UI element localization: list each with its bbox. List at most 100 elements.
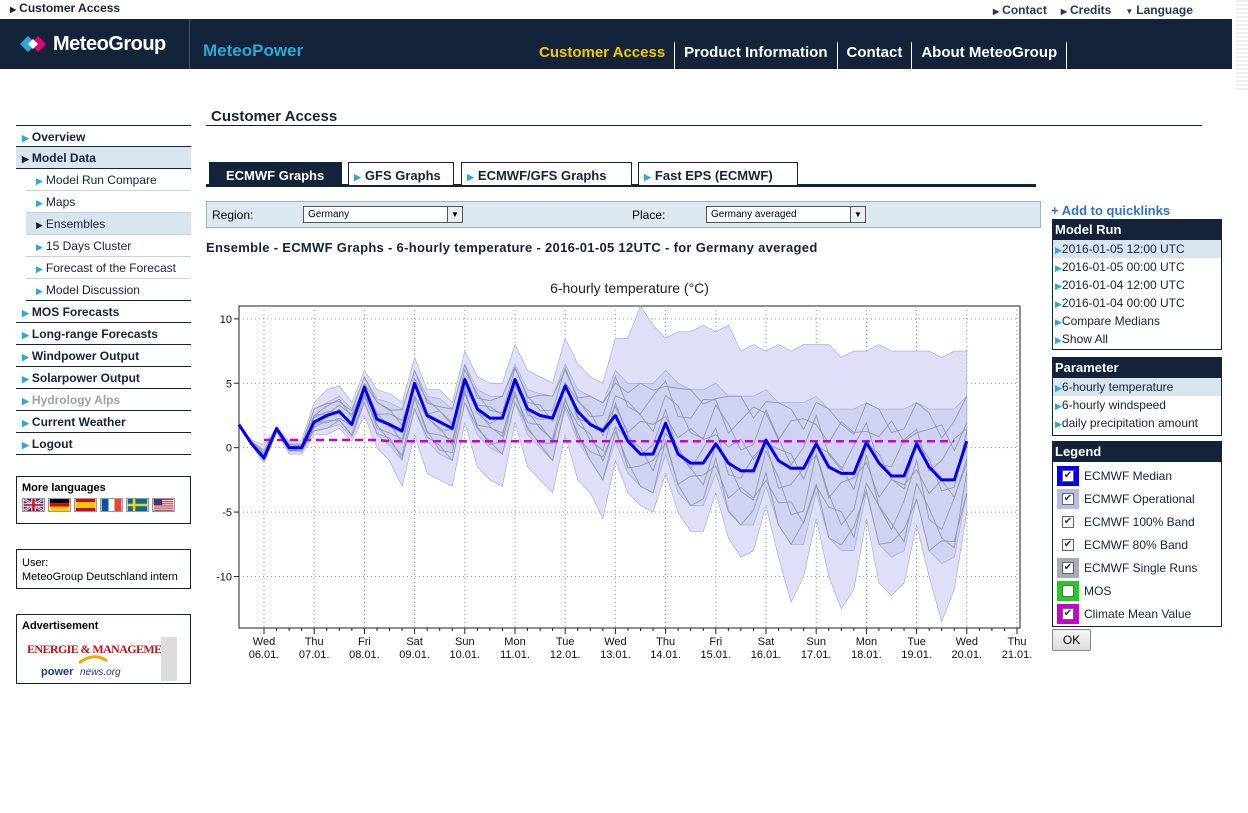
model-run-compare-medians[interactable]: ▶Compare Medians xyxy=(1055,314,1160,328)
model-run-2016-01-05-12-00-utc[interactable]: ▶2016-01-05 12:00 UTC xyxy=(1053,240,1221,258)
flag-sweden-icon[interactable] xyxy=(126,498,149,512)
chevron-down-icon: ▼ xyxy=(850,207,865,222)
top-link-language[interactable]: ▼ Language xyxy=(1125,3,1193,17)
x-tick-label-date: 09.01. xyxy=(399,649,430,661)
flag-usa-icon[interactable] xyxy=(152,498,175,512)
x-tick-label-date: 14.01. xyxy=(650,649,681,661)
x-tick-label-date: 06.01. xyxy=(249,649,280,661)
parameter-daily-precipitation-amount[interactable]: ▶daily precipitation amount xyxy=(1055,416,1198,430)
nav-about-meteogroup[interactable]: About MeteoGroup xyxy=(912,42,1068,69)
flag-spain-icon[interactable] xyxy=(74,498,97,512)
sidebar-item-model-run-compare[interactable]: ▶ Model Run Compare xyxy=(26,169,191,191)
sidebar-item-overview[interactable]: ▶ Overview xyxy=(16,125,191,147)
x-tick-label-date: 19.01. xyxy=(901,649,932,661)
parameter-6-hourly-temperature[interactable]: ▶6-hourly temperature xyxy=(1053,378,1221,396)
legend-swatch: ✔ xyxy=(1057,465,1079,486)
legend-item-climate-mean-value[interactable]: ✔ Climate Mean Value xyxy=(1053,602,1221,625)
chevron-down-icon: ▼ xyxy=(447,207,462,222)
svg-text:power: power xyxy=(41,666,74,678)
sidebar-item-windpower-output[interactable]: ▶ Windpower Output xyxy=(16,345,191,367)
ecmwf-median-line xyxy=(237,377,969,482)
climate-mean-line xyxy=(264,438,955,443)
y-tick-label: -10 xyxy=(216,571,232,583)
sidebar-item-solarpower-output[interactable]: ▶ Solarpower Output xyxy=(16,367,191,389)
sidebar-item-model-discussion[interactable]: ▶ Model Discussion xyxy=(26,279,191,301)
y-tick-label: 5 xyxy=(226,378,232,390)
graph-tabs: ECMWF Graphs ▶ GFS Graphs ▶ ECMWF/GFS Grap… xyxy=(206,162,1036,187)
top-link-contact[interactable]: ▶ Contact xyxy=(993,3,1047,17)
legend-item-ecmwf-80-band[interactable]: ✔ ECMWF 80% Band xyxy=(1053,533,1221,556)
legend-item-mos[interactable]: MOS xyxy=(1053,579,1221,602)
x-tick-label-day: Wed xyxy=(604,636,626,648)
triangle-right-icon: ▶ xyxy=(1055,401,1062,411)
sidebar-item-logout[interactable]: ▶ Logout xyxy=(16,433,191,455)
meteogroup-logo[interactable]: MeteoGroup xyxy=(0,19,190,69)
place-select[interactable]: Germany averaged ▼ xyxy=(706,206,866,223)
triangle-right-icon: ▶ xyxy=(1055,281,1062,291)
triangle-right-icon: ▶ xyxy=(22,374,29,384)
x-tick-label-day: Wed xyxy=(253,636,275,648)
nav-contact[interactable]: Contact xyxy=(838,42,913,69)
legend-swatch: ✔ xyxy=(1057,534,1079,555)
legend-item-ecmwf-median[interactable]: ✔ ECMWF Median xyxy=(1053,464,1221,487)
add-to-quicklinks-link[interactable]: + Add to quicklinks xyxy=(1051,203,1171,218)
model-run-show-all[interactable]: ▶Show All xyxy=(1055,332,1108,346)
x-tick-label-day: Mon xyxy=(856,636,877,648)
flag-uk-icon[interactable] xyxy=(22,498,45,512)
x-tick-label-day: Sat xyxy=(406,636,423,648)
sidebar-nav: ▶ Overview ▶ Model Data ▶ Model Run Compare ▶ M… xyxy=(16,125,191,455)
sidebar-item-label: Long-range Forecasts xyxy=(31,327,158,341)
nav-customer-access[interactable]: Customer Access xyxy=(530,42,676,69)
sidebar-item-ensembles[interactable]: ▶ Ensembles xyxy=(26,213,191,235)
tab-fast-eps[interactable]: ▶ Fast EPS (ECMWF) xyxy=(638,162,798,185)
model-run-2016-01-05-00-00-utc[interactable]: ▶2016-01-05 00:00 UTC xyxy=(1055,260,1185,274)
sidebar-item-label: Solarpower Output xyxy=(31,371,140,385)
x-tick-label-date: 10.01. xyxy=(450,649,481,661)
legend-item-ecmwf-100-band[interactable]: ✔ ECMWF 100% Band xyxy=(1053,510,1221,533)
ok-button[interactable]: OK xyxy=(1052,629,1091,651)
legend-item-ecmwf-single-runs[interactable]: ✔ ECMWF Single Runs xyxy=(1053,556,1221,579)
legend-swatch: ✔ xyxy=(1057,603,1079,624)
triangle-right-icon: ▶ xyxy=(1060,7,1067,16)
checkbox-checked-icon[interactable]: ✔ xyxy=(1062,492,1074,505)
x-tick-label-date: 08.01. xyxy=(349,649,380,661)
region-select[interactable]: Germany ▼ xyxy=(303,206,463,223)
model-run-title: Model Run xyxy=(1053,220,1221,240)
parameter-6-hourly-windspeed[interactable]: ▶6-hourly windspeed xyxy=(1055,398,1166,412)
tab-ecmwf-gfs-graphs[interactable]: ▶ ECMWF/GFS Graphs xyxy=(461,162,632,185)
checkbox-checked-icon[interactable]: ✔ xyxy=(1062,607,1074,620)
top-link-credits[interactable]: ▶ Credits xyxy=(1060,3,1112,17)
sidebar-item-current-weather[interactable]: ▶ Current Weather xyxy=(16,411,191,433)
sidebar-item-forecast-of-the-forecast[interactable]: ▶ Forecast of the Forecast xyxy=(26,257,191,279)
checkbox-checked-icon[interactable]: ✔ xyxy=(1062,469,1074,482)
sidebar-item-long-range-forecasts[interactable]: ▶ Long-range Forecasts xyxy=(16,323,191,345)
triangle-right-icon: ▶ xyxy=(1055,263,1062,273)
model-run-2016-01-04-00-00-utc[interactable]: ▶2016-01-04 00:00 UTC xyxy=(1055,296,1185,310)
tab-ecmwf-graphs[interactable]: ECMWF Graphs xyxy=(209,162,342,185)
region-label: Region: xyxy=(212,208,254,222)
checkbox-icon[interactable] xyxy=(1062,584,1074,597)
sidebar-item-mos-forecasts[interactable]: ▶ MOS Forecasts xyxy=(16,301,191,323)
checkbox-checked-icon[interactable]: ✔ xyxy=(1062,561,1074,574)
nav-product-information[interactable]: Product Information xyxy=(675,42,838,69)
top-customer-access[interactable]: ▶ Customer Access xyxy=(10,1,121,15)
model-run-2016-01-04-12-00-utc[interactable]: ▶2016-01-04 12:00 UTC xyxy=(1055,278,1185,292)
x-tick-label-day: Sun xyxy=(455,636,475,648)
tab-gfs-graphs[interactable]: ▶ GFS Graphs xyxy=(348,162,454,185)
checkbox-checked-icon[interactable]: ✔ xyxy=(1062,538,1074,551)
legend-swatch: ✔ xyxy=(1057,488,1079,509)
sidebar-item-maps[interactable]: ▶ Maps xyxy=(26,191,191,213)
triangle-right-icon: ▶ xyxy=(1055,419,1062,429)
legend-item-ecmwf-operational[interactable]: ✔ ECMWF Operational xyxy=(1053,487,1221,510)
x-tick-label-day: Sat xyxy=(758,636,775,648)
flag-france-icon[interactable] xyxy=(100,498,123,512)
flag-germany-icon[interactable] xyxy=(48,498,71,512)
energie-management-logo[interactable]: ENERGIE & MANAGEMENT power news.org xyxy=(27,637,177,681)
checkbox-checked-icon[interactable]: ✔ xyxy=(1062,515,1074,528)
parameter-box: Parameter ▶6-hourly temperature ▶6-hourly… xyxy=(1052,357,1222,436)
sidebar-item-model-data[interactable]: ▶ Model Data xyxy=(16,147,191,169)
product-name: MeteoPower xyxy=(203,41,304,60)
header-bar: MeteoGroup MeteoPower Customer Access Pr… xyxy=(0,19,1232,69)
sidebar-item-15-days-cluster[interactable]: ▶ 15 Days Cluster xyxy=(26,235,191,257)
x-tick-label-day: Mon xyxy=(504,636,525,648)
